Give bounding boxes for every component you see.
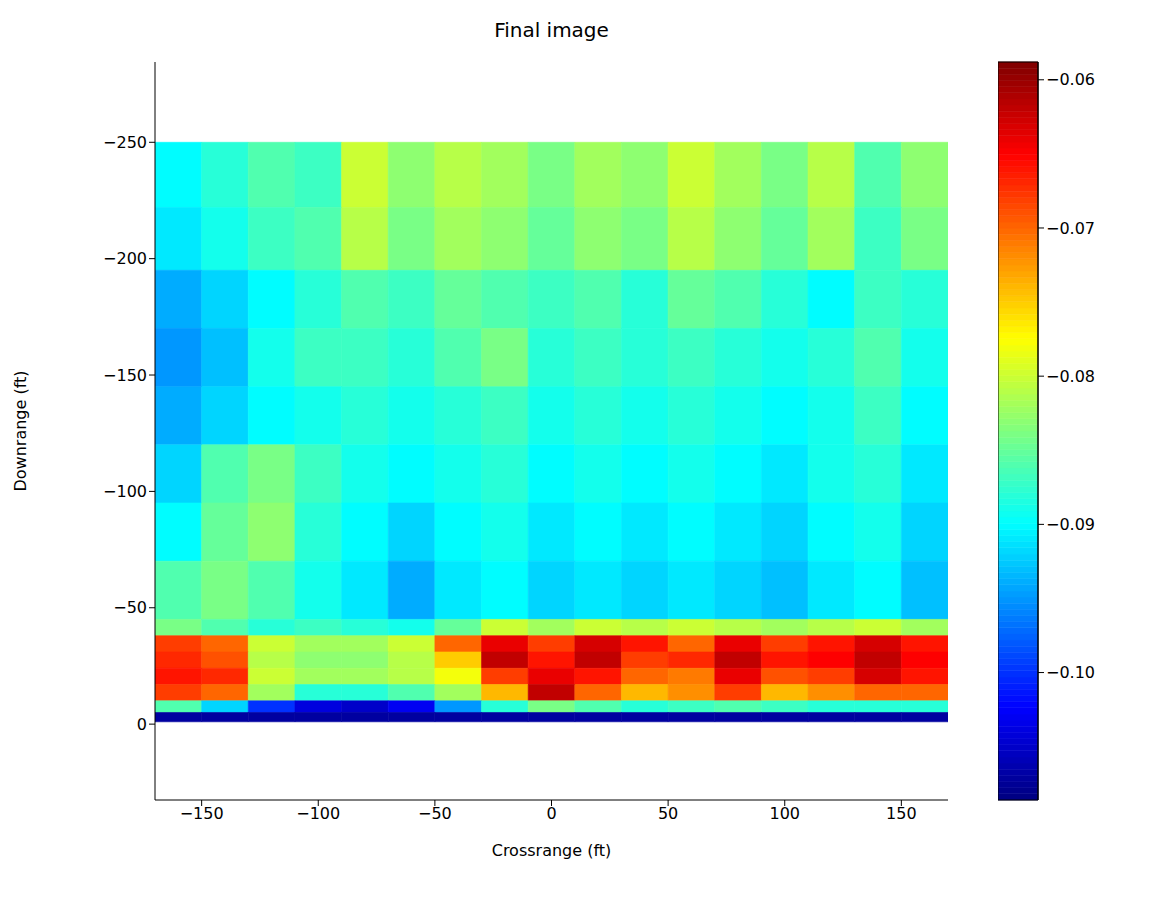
svg-text:−50: −50 xyxy=(418,804,452,823)
svg-text:−0.10: −0.10 xyxy=(1046,663,1095,682)
svg-text:−0.09: −0.09 xyxy=(1046,515,1095,534)
svg-text:Crossrange (ft): Crossrange (ft) xyxy=(492,841,612,860)
svg-text:−100: −100 xyxy=(296,804,340,823)
svg-text:−50: −50 xyxy=(113,598,147,617)
html-text:Final image: Final image xyxy=(494,18,609,42)
svg-text:−0.08: −0.08 xyxy=(1046,367,1095,386)
svg-text:100: 100 xyxy=(769,804,800,823)
svg-text:−0.07: −0.07 xyxy=(1046,219,1095,238)
svg-text:50: 50 xyxy=(658,804,678,823)
svg-text:−100: −100 xyxy=(103,482,147,501)
svg-text:−150: −150 xyxy=(103,366,147,385)
svg-text:−250: −250 xyxy=(103,133,147,152)
svg-text:−150: −150 xyxy=(180,804,224,823)
svg-text:−0.06: −0.06 xyxy=(1046,70,1095,89)
svg-text:0: 0 xyxy=(137,715,147,734)
svg-text:−200: −200 xyxy=(103,249,147,268)
svg-text:150: 150 xyxy=(886,804,917,823)
svg-text:0: 0 xyxy=(546,804,556,823)
svg-text:Downrange (ft): Downrange (ft) xyxy=(11,370,30,491)
